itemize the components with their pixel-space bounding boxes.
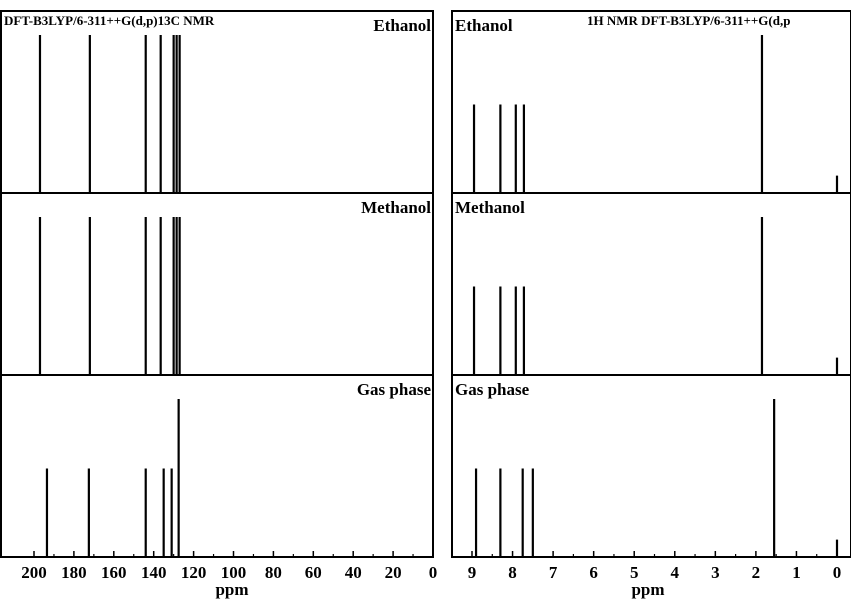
panel-label: Ethanol — [455, 16, 513, 35]
x-axis-label: ppm — [215, 580, 248, 599]
tick-label: 3 — [711, 563, 720, 582]
tick-label: 80 — [265, 563, 282, 582]
tick-label: 4 — [671, 563, 680, 582]
panel-label: Methanol — [361, 198, 431, 217]
chart-title: DFT-B3LYP/6-311++G(d,p)13C NMR — [4, 13, 215, 28]
tick-label: 180 — [61, 563, 87, 582]
chart-title: 1H NMR DFT-B3LYP/6-311++G(d,p — [587, 13, 790, 28]
tick-label: 120 — [181, 563, 207, 582]
tick-label: 160 — [101, 563, 127, 582]
plot-frame — [451, 10, 851, 558]
tick-label: 8 — [508, 563, 517, 582]
c13-nmr-chart: Ethanol Methanol Gas phase DFT-B3LYP/6-311+… — [0, 10, 438, 599]
tick-label: 6 — [589, 563, 598, 582]
tick-label: 0 — [833, 563, 842, 582]
tick-label: 40 — [345, 563, 362, 582]
tick-label: 20 — [385, 563, 402, 582]
h1-nmr-chart: Ethanol Methanol Gas phase 1H NMR DFT-B3LYP… — [451, 10, 851, 599]
panel-label: Gas phase — [455, 380, 530, 399]
x-axis-label: ppm — [631, 580, 664, 599]
tick-label: 9 — [468, 563, 477, 582]
tick-label: 140 — [141, 563, 167, 582]
tick-label: 100 — [221, 563, 247, 582]
tick-label: 200 — [21, 563, 47, 582]
panel-label: Ethanol — [373, 16, 431, 35]
tick-label: 0 — [429, 563, 438, 582]
plot-frame — [0, 10, 434, 558]
tick-label: 60 — [305, 563, 322, 582]
tick-label: 1 — [792, 563, 801, 582]
panel-label: Gas phase — [357, 380, 432, 399]
panel-label: Methanol — [455, 198, 525, 217]
tick-label: 2 — [752, 563, 761, 582]
tick-label: 5 — [630, 563, 639, 582]
tick-label: 7 — [549, 563, 558, 582]
